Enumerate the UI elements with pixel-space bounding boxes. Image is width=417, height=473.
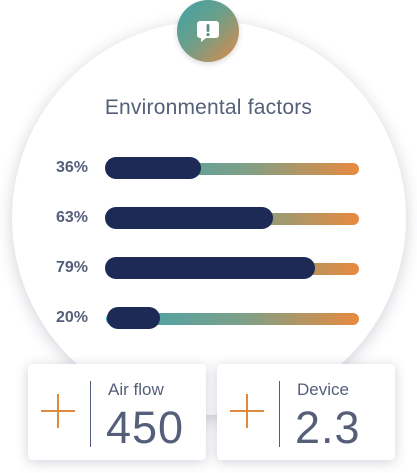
factor-percent-label: 79% [56, 259, 89, 276]
alert-message-icon [197, 21, 219, 42]
factor-percent-label: 36% [56, 159, 89, 176]
stat-divider [90, 381, 91, 447]
factor-fill [105, 207, 273, 229]
stat-label: Device [297, 380, 349, 399]
factor-percent-label: 63% [56, 209, 89, 226]
factor-fill [107, 307, 160, 329]
factor-row-2: 79% [0, 257, 417, 283]
factor-percent-label: 20% [56, 309, 89, 326]
factor-row-1: 63% [0, 207, 417, 233]
page-title: Environmental factors [104, 96, 313, 119]
stat-divider [279, 381, 280, 447]
stat-label: Air flow [108, 380, 164, 399]
stat-value: 2.3 [295, 402, 361, 453]
stat-card-air-flow[interactable]: Air flow 450 [28, 364, 206, 460]
factor-fill [105, 157, 201, 179]
factor-row-0: 36% [0, 157, 417, 183]
alert-badge[interactable] [177, 0, 239, 62]
stat-card-device[interactable]: Device 2.3 [217, 364, 395, 460]
factor-fill [105, 257, 315, 279]
stat-value: 450 [106, 402, 185, 453]
plus-icon[interactable] [41, 394, 75, 428]
factor-track [106, 313, 359, 325]
factor-row-3: 20% [0, 307, 417, 333]
plus-icon[interactable] [230, 394, 264, 428]
